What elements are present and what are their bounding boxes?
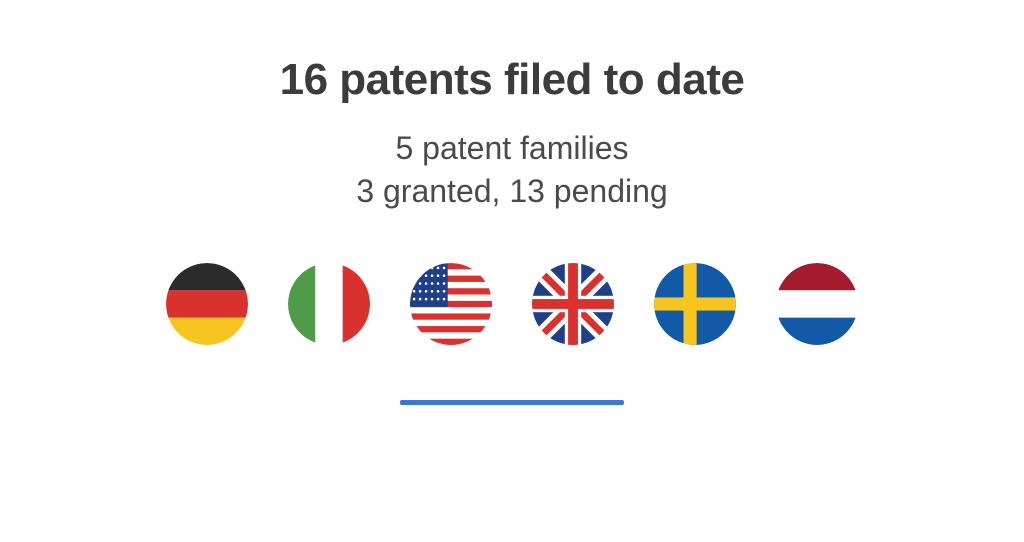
usa-flag-icon [410, 263, 492, 345]
infographic-root: 16 patents filed to date 5 patent famili… [0, 0, 1024, 542]
divider-bar [400, 400, 624, 405]
italy-flag-icon [288, 263, 370, 345]
headline: 16 patents filed to date [280, 55, 745, 105]
flag-row [166, 263, 858, 345]
subline-line-1: 5 patent families [356, 127, 667, 170]
uk-flag-icon [532, 263, 614, 345]
subline: 5 patent families 3 granted, 13 pending [356, 127, 667, 213]
netherlands-flag-icon [776, 263, 858, 345]
germany-flag-icon [166, 263, 248, 345]
subline-line-2: 3 granted, 13 pending [356, 170, 667, 213]
sweden-flag-icon [654, 263, 736, 345]
